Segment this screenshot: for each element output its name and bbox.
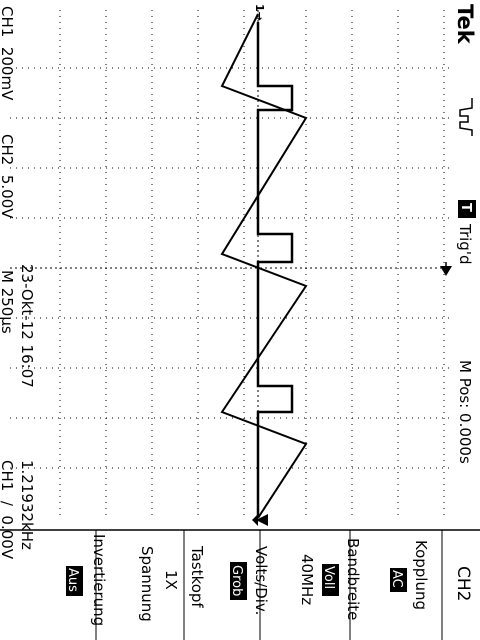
menu-item-value: Aus	[65, 568, 80, 592]
date-time: 23-Okt-12 16:07	[18, 264, 36, 388]
menu-item-sub: 40MHz	[298, 554, 316, 605]
ch1-triangle-wave-trace	[220, 13, 308, 519]
ch1-ground-marker[interactable]: 1→	[253, 4, 266, 21]
brand-logo: Tek	[453, 4, 477, 45]
menu-item-label: Invertierung	[90, 534, 108, 626]
menu-item-value-bg	[322, 564, 339, 596]
menu-item-sub: Spannung	[138, 546, 156, 622]
trigger-state-badge-bg	[458, 200, 476, 218]
acquire-waveform-icon	[459, 98, 473, 136]
menu-item-value: AC	[389, 570, 404, 588]
trigger-state-label: Trig'd	[456, 223, 474, 264]
menu-item-value-bg	[66, 566, 83, 596]
menu-item-bandbreite[interactable]: Bandbreite Voll 40MHz	[298, 538, 362, 620]
frequency-readout: 1.21932kHz	[18, 460, 36, 550]
menu-item-volts-div[interactable]: Volts/Div. Grob	[229, 546, 270, 615]
menu-item-label: Tastkopf	[188, 545, 206, 608]
trigger-level-marker[interactable]	[256, 514, 268, 526]
menu-item-tastkopf[interactable]: Tastkopf 1X Spannung	[138, 545, 206, 622]
trigger-position-marker[interactable]	[440, 266, 452, 276]
trigger-readout: CH1 ∕ 0.00V	[0, 460, 16, 560]
menu-item-kopplung[interactable]: Kopplung AC	[389, 540, 430, 610]
graticule	[10, 10, 450, 520]
menu-item-value: Voll	[321, 566, 336, 589]
menu-item-label: Bandbreite	[344, 538, 362, 620]
menu-item-label: Volts/Div.	[252, 546, 270, 615]
ch2-vertical-scale: CH2 5.00V	[0, 134, 16, 219]
menu-item-value-bg	[230, 562, 247, 600]
ch2-square-wave-trace	[256, 22, 294, 518]
menu-item-invertierung[interactable]: Invertierung Aus	[65, 534, 108, 626]
trigger-level-arrow	[252, 514, 258, 526]
menu-item-label: Kopplung	[412, 540, 430, 610]
menu-item-value-bg	[390, 568, 407, 592]
menu-item-value: Grob	[229, 565, 244, 596]
menu-item-value: 1X	[162, 570, 180, 590]
menu-title: CH2	[453, 566, 473, 601]
trigger-state-badge: T	[458, 203, 473, 212]
horizontal-position: M Pos: 0.000s	[456, 360, 474, 464]
center-axis	[10, 10, 450, 520]
ch1-vertical-scale: CH1 200mV	[0, 6, 16, 101]
timebase-readout: M 250µs	[0, 270, 16, 334]
